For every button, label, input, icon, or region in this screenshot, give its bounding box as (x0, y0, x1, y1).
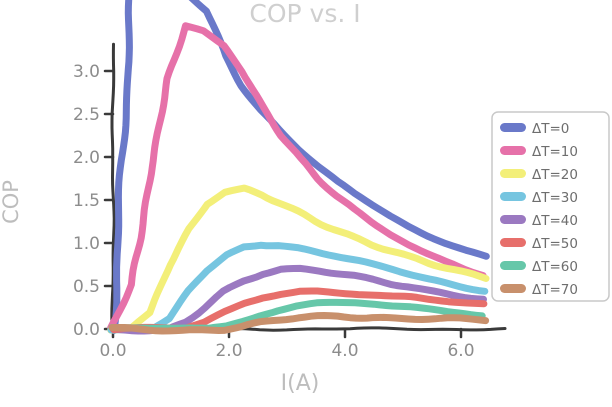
legend-label-2: ΔT=20 (532, 167, 578, 183)
x-tick-label: 4.0 (331, 341, 358, 361)
y-tick-label: 2.0 (73, 148, 100, 168)
legend-swatch-3 (500, 192, 526, 201)
series-line-1 (107, 22, 487, 332)
y-axis-spine (110, 42, 116, 331)
legend-swatch-5 (500, 238, 526, 247)
legend-label-0: ΔT=0 (532, 121, 569, 137)
legend-swatch-4 (500, 215, 526, 224)
legend-box (491, 111, 610, 302)
series-line-2 (107, 184, 490, 334)
x-tick-label: 2.0 (215, 341, 242, 361)
y-axis-label: COP (0, 180, 23, 224)
x-tick-label: 6.0 (447, 341, 474, 361)
series-line-3 (107, 241, 489, 334)
y-tick-label: 1.5 (73, 191, 100, 211)
series-line-0 (110, 0, 490, 335)
legend-swatch-0 (500, 123, 526, 132)
legend-label-3: ΔT=30 (532, 190, 578, 206)
y-tick-label: 0.5 (73, 277, 100, 297)
tick-marks-and-labels: 0.0 2.0 4.0 6.0 0.0 0.5 1.0 1.5 2.0 2.5 3.0 (73, 62, 475, 361)
chart-title: COP vs. I (249, 0, 360, 28)
y-tick-label: 0.0 (73, 320, 100, 340)
legend-label-1: ΔT=10 (532, 144, 578, 160)
y-tick-label: 2.5 (73, 105, 100, 125)
legend-label-5: ΔT=50 (532, 236, 578, 252)
legend: ΔT=0 ΔT=10 ΔT=20 ΔT=30 ΔT=40 ΔT=50 ΔT=60 ΔT=70 (491, 111, 610, 302)
legend-swatch-1 (500, 146, 526, 155)
y-tick-label: 1.0 (73, 234, 100, 254)
series-lines (107, 0, 490, 335)
y-tick-label: 3.0 (73, 62, 100, 82)
legend-swatch-7 (500, 284, 526, 293)
legend-label-7: ΔT=70 (532, 282, 578, 298)
legend-swatch-6 (500, 261, 526, 270)
legend-label-6: ΔT=60 (532, 259, 578, 275)
legend-swatch-2 (500, 169, 526, 178)
legend-label-4: ΔT=40 (532, 213, 578, 229)
axes (110, 42, 507, 332)
series-line-7 (108, 312, 490, 335)
x-axis-label: I(A) (281, 371, 320, 396)
x-tick-label: 0.0 (99, 341, 126, 361)
